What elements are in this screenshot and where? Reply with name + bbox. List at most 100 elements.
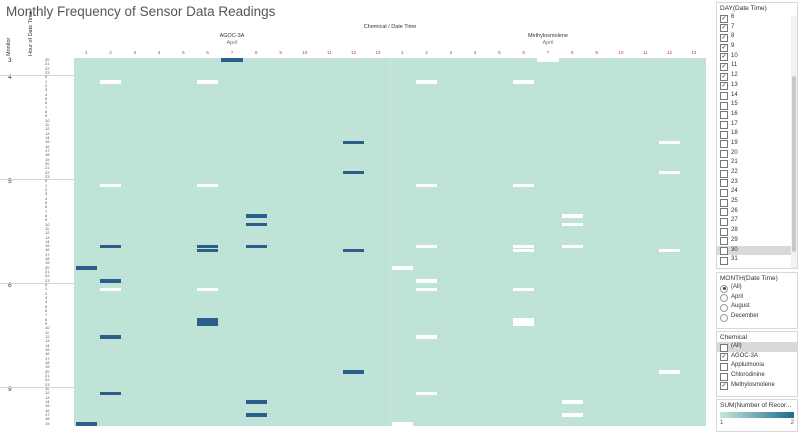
- checkbox[interactable]: [720, 101, 728, 110]
- heatmap-cell[interactable]: [415, 335, 438, 339]
- checkbox[interactable]: [720, 159, 728, 168]
- heatmap-cell[interactable]: [197, 318, 219, 322]
- heatmap-cell[interactable]: [197, 80, 219, 84]
- heatmap-cell[interactable]: [415, 287, 438, 292]
- checkbox[interactable]: [720, 92, 728, 100]
- day-filter-item[interactable]: 30: [717, 245, 797, 256]
- checkbox[interactable]: [720, 198, 728, 207]
- checkbox[interactable]: [720, 256, 728, 265]
- radio-button[interactable]: [720, 284, 728, 293]
- checkbox[interactable]: ✓: [720, 24, 728, 33]
- heatmap-cell[interactable]: [658, 140, 681, 145]
- day-filter-item[interactable]: ✓ 7: [717, 23, 797, 33]
- heatmap-cell[interactable]: [415, 80, 438, 84]
- heatmap-cell[interactable]: [513, 322, 535, 326]
- heatmap-cell[interactable]: [342, 140, 365, 145]
- chemical-filter-item[interactable]: ✓ AGOC-3A: [717, 352, 797, 362]
- checkbox[interactable]: [720, 188, 728, 197]
- heatmap-cell[interactable]: [245, 244, 267, 249]
- day-filter-item[interactable]: 28: [717, 226, 797, 236]
- chemical-filter-item[interactable]: ✓ Methylosmolene: [717, 381, 797, 391]
- heatmap-cell[interactable]: [221, 58, 243, 62]
- day-filter-item[interactable]: ✓ 9: [717, 42, 797, 52]
- heatmap-cell[interactable]: [99, 183, 122, 188]
- checkbox[interactable]: [720, 362, 728, 371]
- day-filter-item[interactable]: 19: [717, 139, 797, 149]
- checkbox[interactable]: ✓: [720, 43, 728, 52]
- day-filter-item[interactable]: 22: [717, 168, 797, 178]
- checkbox[interactable]: ✓: [720, 62, 728, 71]
- heatmap-cell[interactable]: [658, 170, 681, 175]
- checkbox[interactable]: [720, 179, 728, 188]
- day-filter-item[interactable]: 15: [717, 100, 797, 110]
- checkbox[interactable]: ✓: [720, 353, 728, 362]
- checkbox[interactable]: ✓: [720, 382, 728, 391]
- checkbox[interactable]: [720, 121, 728, 130]
- day-filter-item[interactable]: 23: [717, 178, 797, 188]
- checkbox[interactable]: [720, 343, 728, 352]
- day-filter-item[interactable]: 29: [717, 236, 797, 246]
- checkbox[interactable]: [720, 130, 728, 139]
- day-filter-item[interactable]: 25: [717, 197, 797, 207]
- heatmap-cell[interactable]: [99, 391, 122, 396]
- heatmap-cell[interactable]: [391, 266, 413, 270]
- heatmap-cell[interactable]: [245, 400, 267, 404]
- heatmap-cell[interactable]: [513, 80, 535, 84]
- day-filter-item[interactable]: 26: [717, 207, 797, 217]
- day-filter-item[interactable]: ✓ 11: [717, 61, 797, 71]
- month-filter-item[interactable]: December: [717, 312, 797, 322]
- day-filter-item[interactable]: 21: [717, 158, 797, 168]
- day-filter-item[interactable]: 31: [717, 255, 797, 265]
- heatmap-cell[interactable]: [391, 422, 413, 426]
- day-filter-item[interactable]: 17: [717, 120, 797, 130]
- heatmap-cell[interactable]: [561, 214, 583, 218]
- heatmap-cell[interactable]: [415, 279, 438, 283]
- heatmap-cell[interactable]: [415, 183, 438, 188]
- month-filter-item[interactable]: April: [717, 293, 797, 303]
- day-filter-scroll-thumb[interactable]: [792, 76, 796, 252]
- heatmap-cell[interactable]: [75, 266, 97, 270]
- day-filter-item[interactable]: 24: [717, 187, 797, 197]
- month-filter-item[interactable]: August: [717, 302, 797, 312]
- heatmap-cell[interactable]: [197, 183, 219, 188]
- checkbox[interactable]: [720, 169, 728, 178]
- day-filter-item[interactable]: ✓ 10: [717, 52, 797, 62]
- month-filter-item[interactable]: (All): [717, 283, 797, 293]
- checkbox[interactable]: ✓: [720, 33, 728, 42]
- heatmap-cell[interactable]: [513, 183, 535, 188]
- day-filter-item[interactable]: ✓ 12: [717, 71, 797, 81]
- heatmap-cell[interactable]: [197, 322, 219, 326]
- checkbox[interactable]: ✓: [720, 72, 728, 81]
- day-filter-item[interactable]: 18: [717, 129, 797, 139]
- heatmap-cell[interactable]: [513, 287, 535, 292]
- checkbox[interactable]: ✓: [720, 82, 728, 91]
- heatmap-cell[interactable]: [342, 248, 365, 253]
- heatmap-cell[interactable]: [342, 170, 365, 175]
- heatmap-cell[interactable]: [513, 318, 535, 322]
- checkbox[interactable]: [720, 372, 728, 381]
- checkbox[interactable]: [720, 247, 728, 255]
- heatmap-cell[interactable]: [99, 287, 122, 292]
- checkbox[interactable]: ✓: [720, 53, 728, 62]
- heatmap-cell[interactable]: [75, 422, 97, 426]
- checkbox[interactable]: [720, 140, 728, 149]
- heatmap-cell[interactable]: [99, 244, 122, 249]
- chemical-filter-item[interactable]: (All): [717, 342, 797, 352]
- heatmap-cell[interactable]: [245, 413, 267, 417]
- radio-button[interactable]: [720, 313, 728, 322]
- heatmap-cell[interactable]: [658, 248, 681, 253]
- day-filter-item[interactable]: 20: [717, 149, 797, 159]
- heatmap-cell[interactable]: [197, 248, 219, 253]
- radio-button[interactable]: [720, 303, 728, 312]
- checkbox[interactable]: [720, 237, 728, 246]
- checkbox[interactable]: [720, 150, 728, 159]
- heatmap-cell[interactable]: [245, 222, 267, 227]
- day-filter-item[interactable]: 27: [717, 216, 797, 226]
- heatmap-cell[interactable]: [561, 222, 583, 227]
- checkbox[interactable]: ✓: [720, 14, 728, 23]
- heatmap-cell[interactable]: [99, 80, 122, 84]
- checkbox[interactable]: [720, 111, 728, 120]
- radio-button[interactable]: [720, 294, 728, 303]
- chemical-filter-item[interactable]: Chlorodinine: [717, 371, 797, 381]
- heatmap-cell[interactable]: [197, 287, 219, 292]
